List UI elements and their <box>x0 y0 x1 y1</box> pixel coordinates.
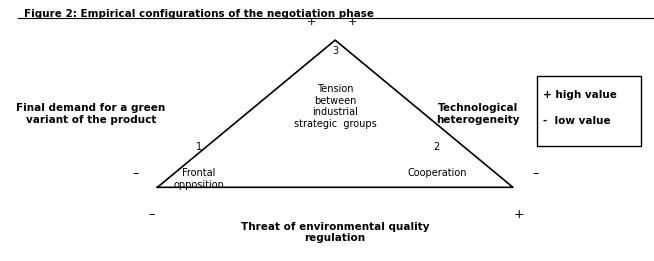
Text: –: – <box>532 167 538 180</box>
FancyBboxPatch shape <box>537 76 640 146</box>
Text: + high value: + high value <box>543 91 617 100</box>
Text: –: – <box>132 167 138 180</box>
Text: 3: 3 <box>332 46 338 56</box>
Text: Cooperation: Cooperation <box>407 168 466 178</box>
Text: Technological
heterogeneity: Technological heterogeneity <box>436 103 520 124</box>
Text: Frontal
opposition: Frontal opposition <box>173 168 224 189</box>
Text: Figure 2: Empirical configurations of the negotiation phase: Figure 2: Empirical configurations of th… <box>24 9 374 19</box>
Text: –: – <box>148 208 154 221</box>
Text: +: + <box>306 17 316 27</box>
Text: Threat of environmental quality
regulation: Threat of environmental quality regulati… <box>241 222 430 243</box>
Text: +: + <box>349 17 358 27</box>
Text: -  low value: - low value <box>543 116 611 126</box>
Text: 2: 2 <box>434 143 440 152</box>
Text: 1: 1 <box>196 143 201 152</box>
Text: Tension
between
industrial
strategic  groups: Tension between industrial strategic gro… <box>294 84 377 129</box>
Text: +: + <box>514 208 525 221</box>
Text: Final demand for a green
variant of the product: Final demand for a green variant of the … <box>16 103 165 124</box>
